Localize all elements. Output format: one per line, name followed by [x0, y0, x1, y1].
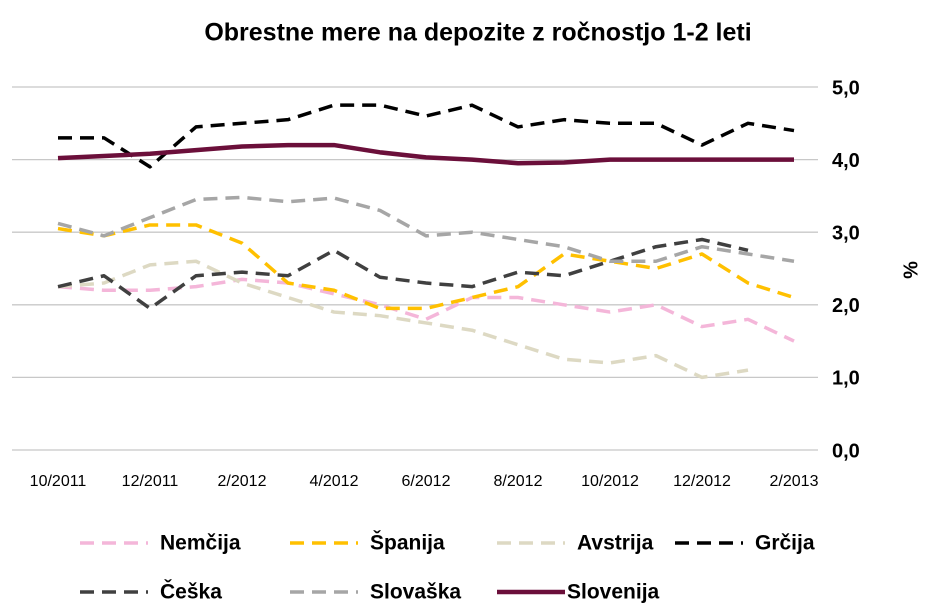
- y-tick-label: 4,0: [832, 150, 860, 172]
- x-tick-label: 4/2012: [310, 473, 359, 490]
- y-tick-label: 1,0: [832, 368, 860, 390]
- legend-label: Avstrija: [577, 532, 654, 555]
- y-tick-label: 3,0: [832, 222, 860, 244]
- y-tick-label: 5,0: [832, 77, 860, 99]
- x-tick-label: 2/2013: [770, 473, 819, 490]
- y-axis-label: %: [900, 261, 922, 279]
- x-tick-label: 12/2011: [122, 473, 179, 490]
- x-tick-label: 2/2012: [218, 473, 267, 490]
- y-tick-label: 2,0: [832, 295, 860, 317]
- chart-title: Obrestne mere na depozite z ročnostjo 1-…: [204, 19, 751, 47]
- x-tick-label: 6/2012: [402, 473, 451, 490]
- series-line: [58, 103, 795, 169]
- legend-label: Slovenija: [567, 581, 660, 604]
- x-tick-label: 10/2011: [30, 473, 87, 490]
- x-tick-label: 10/2012: [581, 473, 639, 490]
- series-line: [57, 195, 795, 263]
- series-line: [57, 259, 749, 380]
- legend-label: Slovaška: [370, 581, 461, 604]
- y-tick-label: 0,0: [832, 440, 860, 462]
- x-tick-label: 12/2012: [673, 473, 731, 490]
- legend-label: Španija: [370, 531, 445, 555]
- series-line: [57, 237, 749, 311]
- series-line: [57, 277, 795, 343]
- legend-label: Grčija: [755, 532, 815, 555]
- legend-label: Nemčija: [160, 532, 241, 555]
- legend-label: Češka: [160, 580, 222, 604]
- series-line: [57, 142, 794, 166]
- x-tick-label: 8/2012: [494, 473, 543, 490]
